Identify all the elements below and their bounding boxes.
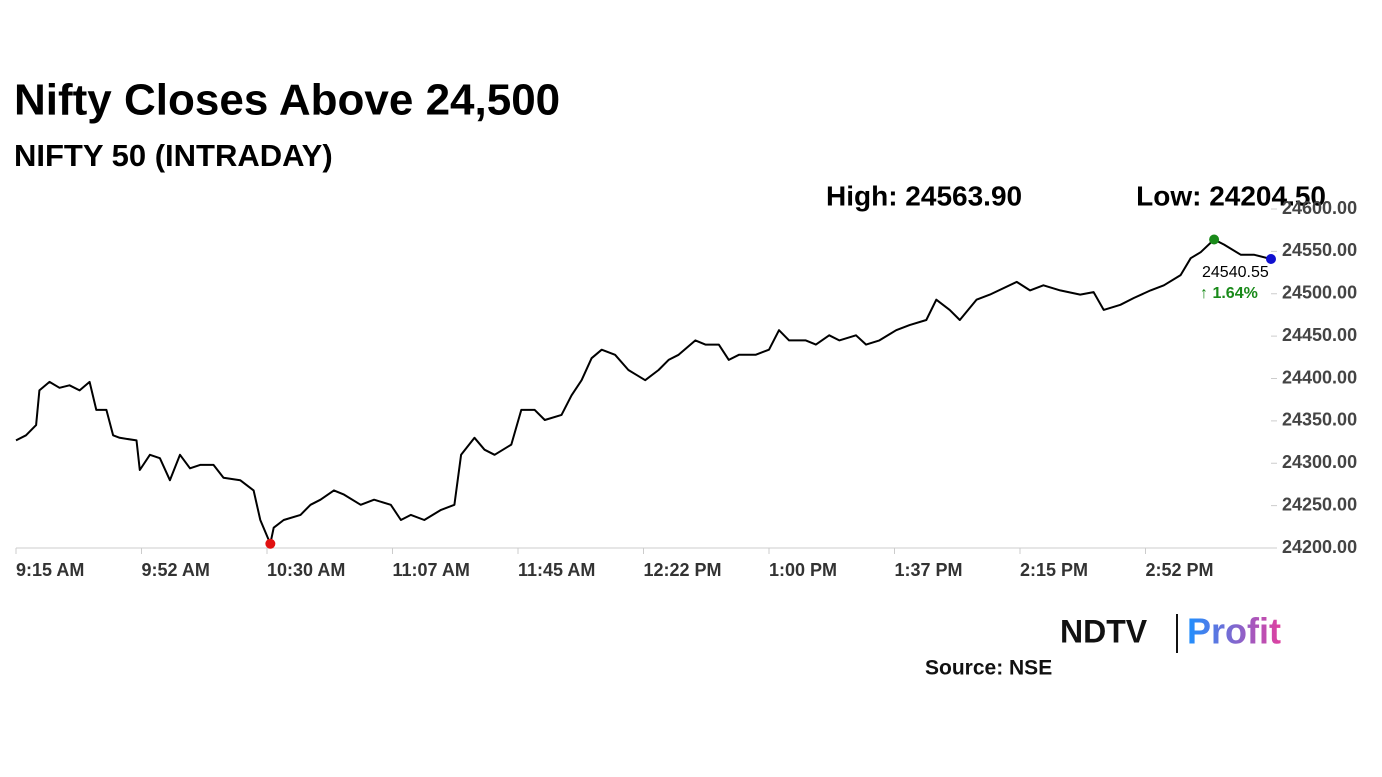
x-tick-label: 1:00 PM bbox=[769, 560, 837, 580]
x-tick-label: 2:15 PM bbox=[1020, 560, 1088, 580]
x-tick-label: 10:30 AM bbox=[267, 560, 345, 580]
y-tick-label: 24500.00 bbox=[1282, 283, 1357, 303]
x-tick-label: 2:52 PM bbox=[1146, 560, 1214, 580]
chart-title: Nifty Closes Above 24,500 bbox=[14, 76, 560, 125]
y-tick-label: 24550.00 bbox=[1282, 240, 1357, 260]
brand-profit: Profit bbox=[1187, 611, 1281, 652]
low-label: Low: 24204.50 bbox=[1136, 180, 1326, 211]
y-tick-label: 24400.00 bbox=[1282, 367, 1357, 387]
y-tick-label: 24300.00 bbox=[1282, 452, 1357, 472]
y-tick-label: 24200.00 bbox=[1282, 537, 1357, 557]
y-tick-label: 24450.00 bbox=[1282, 325, 1357, 345]
close-dot bbox=[1266, 254, 1276, 265]
brand-ndtv: NDTV bbox=[1060, 613, 1148, 649]
x-tick-label: 11:45 AM bbox=[518, 560, 595, 580]
high-dot bbox=[1209, 234, 1220, 245]
x-tick-label: 11:07 AM bbox=[393, 560, 470, 580]
high-label: High: 24563.90 bbox=[826, 180, 1022, 211]
x-tick-label: 1:37 PM bbox=[895, 560, 963, 580]
y-tick-label: 24600.00 bbox=[1282, 198, 1357, 218]
x-tick-label: 9:15 AM bbox=[16, 560, 84, 580]
y-tick-label: 24250.00 bbox=[1282, 494, 1357, 514]
low-dot bbox=[265, 538, 276, 549]
line bbox=[15, 238, 1272, 545]
y-tick-label: 24350.00 bbox=[1282, 410, 1357, 430]
change-label: ↑ 1.64% bbox=[1200, 285, 1258, 302]
chart-subtitle: NIFTY 50 (INTRADAY) bbox=[14, 138, 333, 173]
source: Source: NSE bbox=[925, 657, 1052, 680]
close-label: 24540.55 bbox=[1202, 264, 1269, 281]
x-tick-label: 12:22 PM bbox=[644, 560, 722, 580]
x-tick-label: 9:52 AM bbox=[142, 560, 210, 580]
